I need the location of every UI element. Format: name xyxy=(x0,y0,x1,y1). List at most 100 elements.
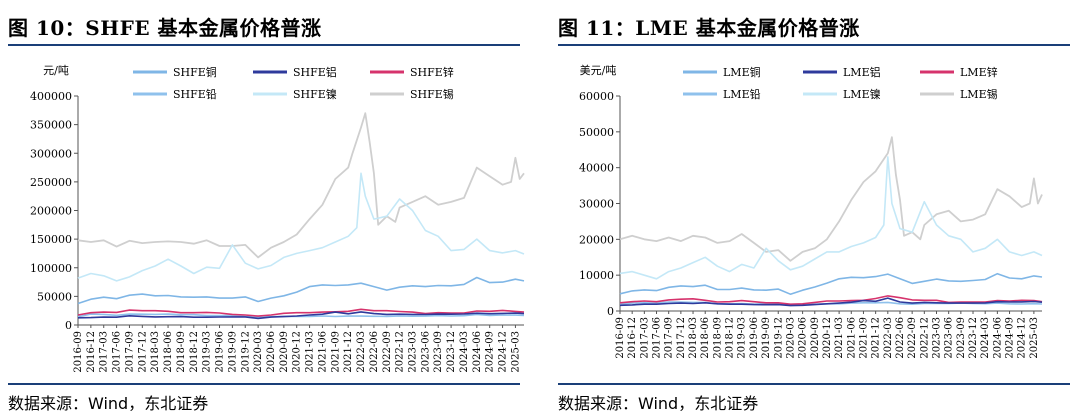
legend-label: SHFE锌 xyxy=(410,65,454,79)
x-tick-label: 2016-09 xyxy=(73,331,84,373)
x-tick-label: 2021-09 xyxy=(858,317,869,359)
legend-label: SHFE镍 xyxy=(293,87,337,101)
x-tick-label: 2021-09 xyxy=(330,331,341,373)
x-tick-label: 2017-09 xyxy=(664,317,675,359)
x-tick-label: 2018-06 xyxy=(163,331,174,373)
y-tick-label: 0 xyxy=(607,305,614,318)
x-tick-label: 2023-03 xyxy=(408,331,419,373)
x-tick-label: 2020-06 xyxy=(266,331,277,373)
x-tick-label: 2018-03 xyxy=(150,331,161,373)
y-tick-label: 50000 xyxy=(37,290,72,303)
y-tick-label: 20000 xyxy=(579,233,614,246)
lme-line-chart: 美元/吨 0 10000 20000 30000 40000 50000 60000 2016-… xyxy=(579,64,1043,359)
x-tick-label: 2020-09 xyxy=(810,317,821,359)
x-tick-label: 2022-12 xyxy=(395,331,406,373)
series-line-2 xyxy=(619,295,1043,305)
source-note: 数据来源：Wind，东北证券 xyxy=(8,394,209,413)
x-tick-label: 2022-03 xyxy=(883,317,894,359)
x-tick-label: 2016-09 xyxy=(615,317,626,359)
x-tick-label: 2021-06 xyxy=(317,331,328,373)
x-tick-label: 2020-12 xyxy=(822,317,833,359)
y-tick-label: 200000 xyxy=(30,205,72,218)
x-tick-label: 2020-12 xyxy=(292,331,303,373)
series-line-4 xyxy=(619,156,1043,280)
x-tick-label: 2024-09 xyxy=(1005,317,1016,359)
x-tick-label: 2018-03 xyxy=(688,317,699,359)
chart-title: 图 11：LME 基本金属价格普涨 xyxy=(558,16,860,40)
x-tick-label: 2019-12 xyxy=(773,317,784,359)
legend-label: SHFE铝 xyxy=(293,65,337,79)
x-tick-label: 2018-12 xyxy=(725,317,736,359)
x-tick-label: 2021-12 xyxy=(871,317,882,359)
x-tick-label: 2023-12 xyxy=(968,317,979,359)
legend-label: LME铝 xyxy=(843,65,881,79)
y-tick-label: 100000 xyxy=(30,262,72,275)
x-tick-label: 2020-06 xyxy=(798,317,809,359)
x-tick-label: 2021-03 xyxy=(834,317,845,359)
x-tick-label: 2024-06 xyxy=(472,331,483,373)
series-line-1 xyxy=(77,311,525,320)
legend-label: LME铜 xyxy=(723,65,761,79)
x-tick-label: 2021-03 xyxy=(305,331,316,373)
title-divider xyxy=(8,44,520,46)
x-tick-label: 2023-06 xyxy=(944,317,955,359)
legend-label: SHFE铅 xyxy=(173,87,217,101)
legend-label: LME镍 xyxy=(843,87,881,101)
x-tick-label: 2022-09 xyxy=(382,331,393,373)
y-tick-label: 10000 xyxy=(579,269,614,282)
y-tick-label: 250000 xyxy=(30,176,72,189)
x-tick-label: 2017-06 xyxy=(112,331,123,373)
x-tick-label: 2018-09 xyxy=(176,331,187,373)
title-divider xyxy=(558,44,1070,46)
y-tick-label: 30000 xyxy=(579,198,614,211)
y-unit-label: 元/吨 xyxy=(43,64,69,77)
x-tick-label: 2016-12 xyxy=(627,317,638,359)
x-tick-label: 2024-09 xyxy=(485,331,496,373)
bottom-divider xyxy=(8,383,520,385)
x-tick-label: 2022-06 xyxy=(895,317,906,359)
shfe-line-chart: 元/吨 0 50000 100000 150000 200000 250000 300000 3… xyxy=(30,64,525,373)
x-tick-label: 2017-03 xyxy=(639,317,650,359)
x-tick-label: 2024-12 xyxy=(1017,317,1028,359)
x-tick-label: 2017-06 xyxy=(652,317,663,359)
x-tick-label: 2018-06 xyxy=(700,317,711,359)
y-tick-label: 150000 xyxy=(30,233,72,246)
x-tick-label: 2024-03 xyxy=(459,331,470,373)
x-tick-label: 2023-03 xyxy=(932,317,943,359)
series-line-3 xyxy=(77,313,525,318)
x-tick-label: 2023-06 xyxy=(420,331,431,373)
x-tick-label: 2017-03 xyxy=(99,331,110,373)
x-tick-label: 2023-12 xyxy=(446,331,457,373)
x-tick-label: 2022-06 xyxy=(369,331,380,373)
x-tick-label: 2016-12 xyxy=(86,331,97,373)
x-tick-label: 2019-03 xyxy=(737,317,748,359)
x-tick-label: 2023-09 xyxy=(956,317,967,359)
legend-label: LME锌 xyxy=(960,65,998,79)
x-tick-label: 2018-12 xyxy=(189,331,200,373)
chart-panel-lme: 图 11：LME 基本金属价格普涨 美元/吨 0 10000 20000 30000 40… xyxy=(558,0,1078,420)
x-tick-label: 2019-03 xyxy=(202,331,213,373)
series-line-2 xyxy=(77,308,525,317)
y-tick-label: 300000 xyxy=(30,147,72,160)
legend-label: SHFE铜 xyxy=(173,65,217,79)
x-tick-label: 2022-03 xyxy=(356,331,367,373)
series-line-0 xyxy=(619,272,1043,295)
x-tick-label: 2019-09 xyxy=(761,317,772,359)
x-tick-label: 2020-03 xyxy=(253,331,264,373)
y-tick-label: 40000 xyxy=(579,162,614,175)
legend-label: LME铅 xyxy=(723,87,761,101)
y-tick-label: 60000 xyxy=(579,90,614,103)
series-line-4 xyxy=(77,172,525,282)
x-tick-label: 2024-06 xyxy=(992,317,1003,359)
series-line-5 xyxy=(77,112,525,259)
y-tick-label: 350000 xyxy=(30,119,72,132)
x-tick-label: 2022-09 xyxy=(907,317,918,359)
x-tick-label: 2017-09 xyxy=(124,331,135,373)
x-tick-label: 2020-09 xyxy=(279,331,290,373)
x-tick-label: 2019-06 xyxy=(215,331,226,373)
y-unit-label: 美元/吨 xyxy=(580,64,617,77)
series-line-1 xyxy=(619,297,1043,307)
x-tick-label: 2024-12 xyxy=(498,331,509,373)
x-tick-label: 2025-03 xyxy=(510,331,521,373)
x-tick-label: 2018-09 xyxy=(712,317,723,359)
